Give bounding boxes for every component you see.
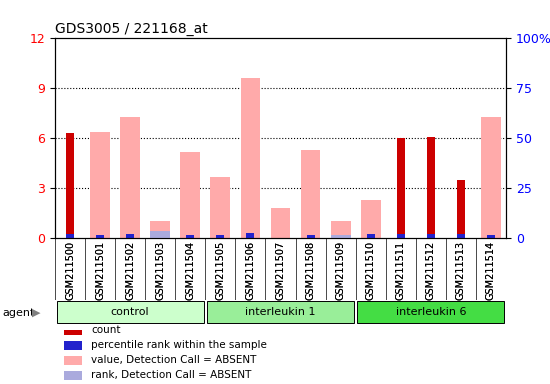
Bar (126, 234, 134, 238)
Bar (90, 132, 110, 238)
Text: ▶: ▶ (32, 308, 40, 318)
Bar (66, 235, 74, 238)
Bar (240, 78, 260, 238)
FancyBboxPatch shape (357, 301, 504, 323)
Bar (487, 235, 495, 238)
Text: interleukin 1: interleukin 1 (245, 307, 316, 317)
Text: GSM211506: GSM211506 (245, 241, 255, 300)
Bar (120, 117, 140, 238)
Text: GSM211507: GSM211507 (276, 241, 285, 300)
Text: GSM211512: GSM211512 (426, 241, 436, 300)
Text: GSM211503: GSM211503 (155, 241, 165, 300)
Bar (427, 137, 435, 238)
Bar (66, 133, 74, 238)
Bar (331, 222, 350, 238)
Bar (481, 117, 501, 238)
Bar (150, 222, 170, 238)
Bar (186, 235, 194, 238)
Text: GSM211500: GSM211500 (65, 241, 75, 300)
Text: GSM211509: GSM211509 (336, 241, 345, 300)
Bar (331, 235, 350, 238)
Bar (397, 235, 405, 238)
Bar (64, 341, 82, 349)
FancyBboxPatch shape (207, 301, 354, 323)
Bar (361, 200, 381, 238)
Bar (64, 371, 82, 380)
Bar (96, 235, 104, 238)
Text: GSM211503: GSM211503 (155, 241, 165, 300)
Text: GSM211504: GSM211504 (185, 241, 195, 300)
Bar (271, 208, 290, 238)
Text: value, Detection Call = ABSENT: value, Detection Call = ABSENT (91, 355, 256, 365)
Bar (180, 152, 200, 238)
Text: agent: agent (3, 308, 35, 318)
Bar (427, 235, 435, 238)
Bar (211, 177, 230, 238)
Text: count: count (91, 325, 120, 335)
Text: GSM211502: GSM211502 (125, 241, 135, 300)
Text: GSM211510: GSM211510 (366, 241, 376, 300)
Bar (64, 356, 82, 365)
Text: GSM211509: GSM211509 (336, 241, 345, 300)
Bar (397, 138, 405, 238)
Text: GSM211505: GSM211505 (216, 241, 225, 300)
Text: percentile rank within the sample: percentile rank within the sample (91, 340, 267, 350)
Bar (64, 326, 82, 334)
Text: GSM211501: GSM211501 (95, 241, 105, 300)
Text: GSM211511: GSM211511 (396, 241, 406, 300)
Bar (301, 150, 321, 238)
Text: GSM211514: GSM211514 (486, 241, 496, 300)
Text: GSM211514: GSM211514 (486, 241, 496, 300)
Text: GSM211500: GSM211500 (65, 241, 75, 300)
Bar (306, 235, 315, 238)
Bar (150, 232, 170, 238)
Text: GSM211506: GSM211506 (245, 241, 255, 300)
Text: GSM211508: GSM211508 (306, 241, 316, 300)
FancyBboxPatch shape (57, 301, 204, 323)
Text: rank, Detection Call = ABSENT: rank, Detection Call = ABSENT (91, 371, 251, 381)
Text: GSM211513: GSM211513 (456, 241, 466, 300)
Text: GDS3005 / 221168_at: GDS3005 / 221168_at (55, 22, 208, 36)
Text: GSM211502: GSM211502 (125, 241, 135, 300)
Text: GSM211512: GSM211512 (426, 241, 436, 300)
Text: GSM211507: GSM211507 (276, 241, 285, 300)
Bar (457, 180, 465, 238)
Text: GSM211511: GSM211511 (396, 241, 406, 300)
Text: GSM211513: GSM211513 (456, 241, 466, 300)
Text: GSM211510: GSM211510 (366, 241, 376, 300)
Bar (367, 235, 375, 238)
Text: GSM211508: GSM211508 (306, 241, 316, 300)
Bar (457, 235, 465, 238)
Bar (216, 235, 224, 238)
Text: interleukin 6: interleukin 6 (395, 307, 466, 317)
Bar (246, 233, 255, 238)
Text: GSM211501: GSM211501 (95, 241, 105, 300)
Text: GSM211505: GSM211505 (216, 241, 225, 300)
Text: GSM211504: GSM211504 (185, 241, 195, 300)
Text: control: control (111, 307, 150, 317)
